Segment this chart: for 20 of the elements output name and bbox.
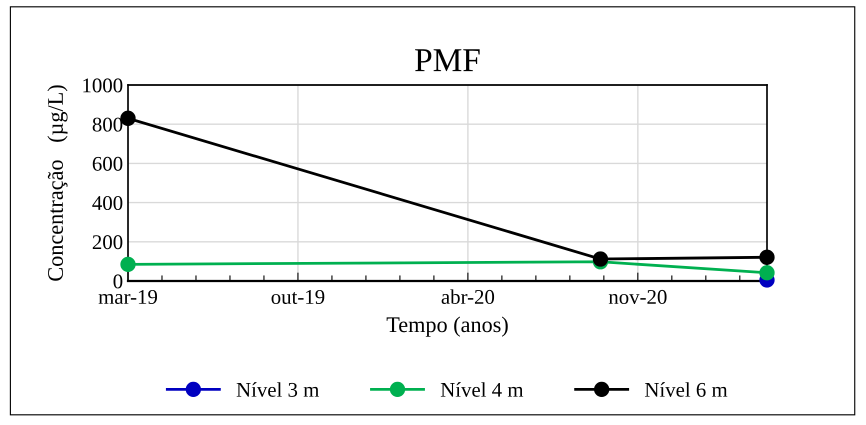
point — [120, 256, 136, 272]
legend-label: Nível 4 m — [440, 382, 524, 397]
y-tick-label: 400 — [92, 196, 122, 210]
y-tick-label: 0 — [114, 274, 122, 288]
point — [759, 265, 775, 280]
x-tick-label: nov-20 — [608, 290, 667, 304]
y-tick-label: 600 — [92, 156, 122, 171]
point — [592, 251, 608, 267]
y-axis-title: Concentração (µg/L) — [47, 85, 68, 281]
x-tick-label: out-19 — [272, 290, 324, 304]
y-tick-label: 200 — [92, 235, 122, 250]
legend-label: Nível 3 m — [236, 382, 320, 397]
x-tick-label: mar-19 — [98, 290, 158, 304]
x-axis-title: Tempo (anos) — [386, 316, 508, 337]
legend-label: Nível 6 m — [644, 382, 728, 397]
point — [759, 250, 775, 265]
y-tick-label: 1000 — [83, 78, 122, 92]
chart-title: PMF — [415, 49, 480, 72]
x-tick-label: abr-20 — [442, 289, 494, 304]
y-tick-label: 800 — [92, 118, 122, 132]
